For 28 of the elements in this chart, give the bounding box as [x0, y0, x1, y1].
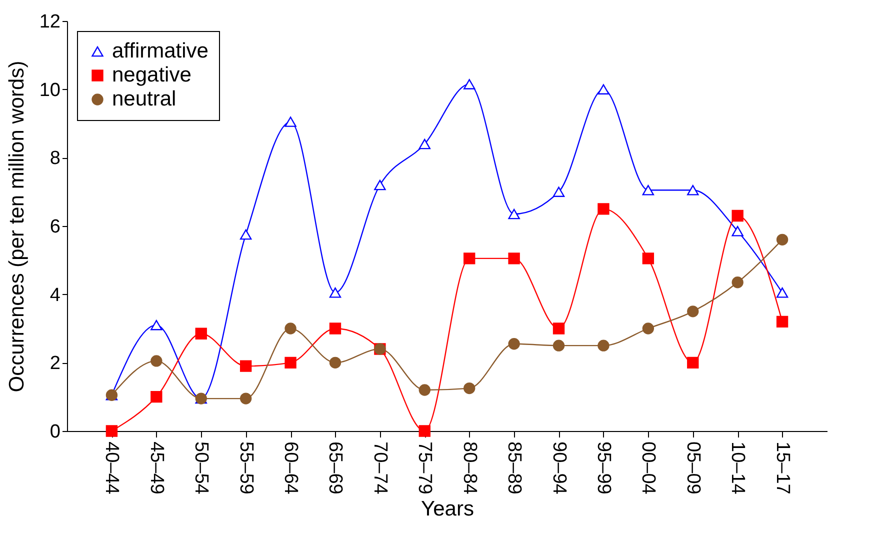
x-tick-label: 15–17 [772, 442, 793, 494]
x-tick-label: 50–54 [190, 442, 212, 495]
x-tick-label: 05–09 [682, 442, 704, 494]
legend-label: affirmative [112, 40, 208, 62]
x-tick-label: 00–04 [638, 442, 659, 495]
x-tick-label: 10–14 [727, 442, 748, 495]
x-tick-label: 95–99 [592, 442, 614, 494]
y-tick-label: 4 [50, 284, 61, 306]
x-tick-label: 70–74 [369, 442, 390, 495]
x-tick-label: 40–44 [101, 442, 122, 495]
legend-label: neutral [112, 88, 176, 110]
y-tick-label: 0 [50, 422, 60, 442]
x-tick-label: 80–84 [458, 442, 480, 495]
x-axis-title: Years [421, 497, 474, 520]
x-tick-label: 65–69 [324, 442, 346, 494]
y-tick-label: 12 [39, 12, 60, 32]
x-tick-label: 75–79 [414, 442, 436, 494]
y-axis-title: Occurrences (per ten million words) [5, 60, 28, 392]
y-tick-label: 2 [50, 353, 60, 374]
x-tick-label: 45–49 [146, 442, 167, 494]
x-tick-label: 55–59 [235, 442, 256, 494]
x-tick-label: 90–94 [548, 442, 570, 495]
y-tick-label: 8 [50, 148, 60, 170]
x-tick-label: 85–89 [504, 442, 525, 494]
x-tick-label: 60–64 [280, 442, 302, 495]
y-tick-label: 10 [39, 80, 60, 101]
legend-label: negative [112, 64, 192, 86]
y-tick-label: 6 [50, 216, 60, 238]
